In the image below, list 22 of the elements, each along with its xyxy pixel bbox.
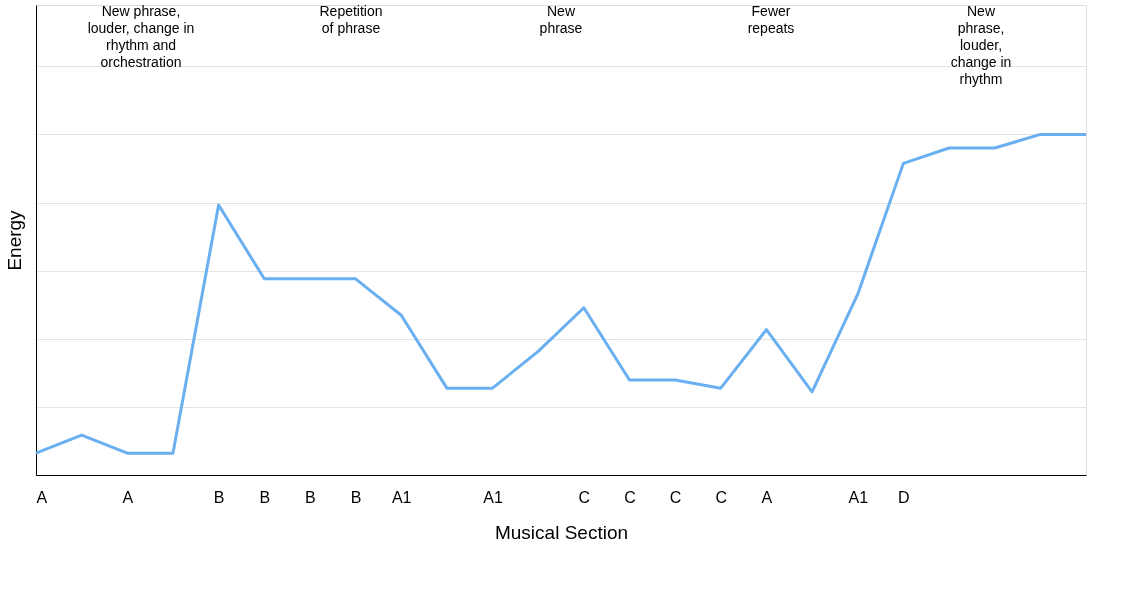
- x-tick-label: A1: [391, 488, 412, 506]
- x-tick-label: B: [350, 488, 362, 506]
- x-tick-label: A1: [848, 488, 869, 506]
- text: Repetition of phrase: [319, 3, 383, 36]
- x-tick-label: A: [761, 488, 773, 506]
- text: New phrase, louder, change in rhythm and orchestration: [87, 3, 195, 70]
- x-tick-label: C: [578, 488, 591, 506]
- x-tick-label: C: [669, 488, 682, 506]
- x-tick-label: A: [36, 488, 48, 506]
- x-axis-title: Musical Section: [494, 521, 629, 543]
- text: New phrase, louder, change in rhythm: [950, 3, 1012, 87]
- x-tick-label: B: [213, 488, 225, 506]
- x-tick-label: A1: [483, 488, 503, 506]
- y-axis-title: Energy: [3, 209, 25, 271]
- x-tick-label: A: [122, 488, 134, 506]
- x-tick-label: B: [259, 488, 271, 506]
- x-tick-label: B: [305, 488, 316, 506]
- x-tick-label: D: [898, 488, 910, 506]
- text: Fewer repeats: [747, 3, 795, 36]
- x-tick-label: C: [715, 488, 728, 506]
- x-tick-label: C: [624, 488, 636, 506]
- text: New phrase: [539, 3, 583, 36]
